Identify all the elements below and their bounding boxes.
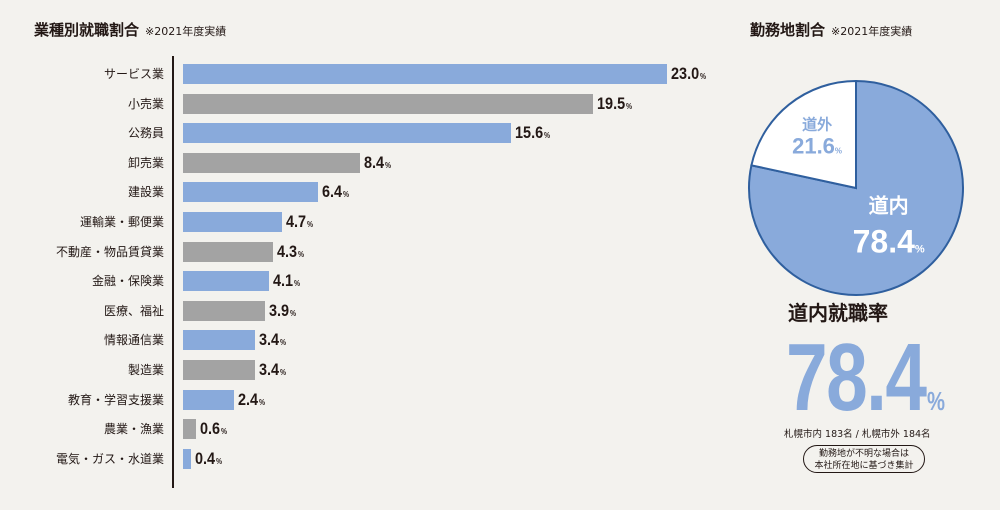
bar <box>183 64 667 84</box>
category-label: サービス業 <box>103 67 164 81</box>
bar <box>183 93 594 114</box>
pie-slice-label: 道内 <box>869 193 909 217</box>
pie-slice-value: 78.4% <box>853 223 925 259</box>
category-label: 電気・ガス・水道業 <box>55 451 164 466</box>
bar-value-label: 6.4% <box>321 182 349 202</box>
bar <box>183 360 255 380</box>
bar-value-label: 3.4% <box>258 330 286 350</box>
pie-slice-value: 21.6% <box>792 134 842 159</box>
pie-slice-label: 道外 <box>802 116 832 134</box>
bar-value-label: 3.9% <box>269 300 297 320</box>
bar <box>183 271 270 292</box>
bar-value-label: 4.3% <box>277 241 305 261</box>
category-label: 建設業 <box>127 185 164 200</box>
category-label: 公務員 <box>127 126 164 141</box>
category-axis-line <box>172 56 174 488</box>
bar <box>183 330 255 351</box>
category-label: 運輸業・郵便業 <box>79 215 164 229</box>
category-label: 農業・漁業 <box>103 422 164 437</box>
bar-value-label: 0.6% <box>199 419 227 439</box>
bar <box>183 419 196 440</box>
category-label: 卸売業 <box>127 155 164 170</box>
bar-value-label: 19.5% <box>597 93 633 113</box>
bar-value-label: 8.4% <box>363 152 391 172</box>
bar <box>183 152 360 173</box>
bar <box>183 182 318 203</box>
bar <box>183 123 512 144</box>
category-label: 教育・学習支援業 <box>67 392 164 407</box>
bar-value-label: 15.6% <box>515 123 551 143</box>
bar <box>183 212 282 232</box>
bar-value-label: 23.0% <box>671 64 707 83</box>
category-label: 医療、福祉 <box>103 303 164 318</box>
industry-chart-title: 業種別就職割合 ※2021年度実績 <box>34 21 227 39</box>
category-label: 情報通信業 <box>103 333 164 348</box>
hokkaido-employment-rate-value: 78.4% <box>786 324 946 431</box>
bar-value-label: 0.4% <box>195 448 223 468</box>
bar-value-label: 4.1% <box>273 271 301 291</box>
bar <box>183 300 266 321</box>
bar-value-label: 4.7% <box>285 212 313 231</box>
location-chart-subtitle: ※2021年度実績 <box>831 25 913 38</box>
category-label: 製造業 <box>127 363 164 377</box>
bar-value-label: 2.4% <box>237 389 265 409</box>
location-chart-title: 勤務地割合 ※2021年度実績 <box>750 21 913 39</box>
category-label: 小売業 <box>127 96 164 111</box>
category-label: 金融・保険業 <box>91 274 164 289</box>
pie-slice <box>750 79 857 190</box>
industry-chart-subtitle: ※2021年度実績 <box>145 25 227 38</box>
bar <box>183 241 274 262</box>
hokkaido-employment-rate-label: 道内就職率 <box>788 301 888 325</box>
sapporo-breakdown: 札幌市内 183名 / 札幌市外 184名 <box>784 429 931 440</box>
bar-value-label: 3.4% <box>258 360 286 379</box>
bar <box>183 389 234 410</box>
bar <box>183 448 192 469</box>
location-footnote: 勤務地が不明な場合は 本社所在地に基づき集計 <box>803 445 925 473</box>
category-label: 不動産・物品賃貸業 <box>55 244 164 259</box>
